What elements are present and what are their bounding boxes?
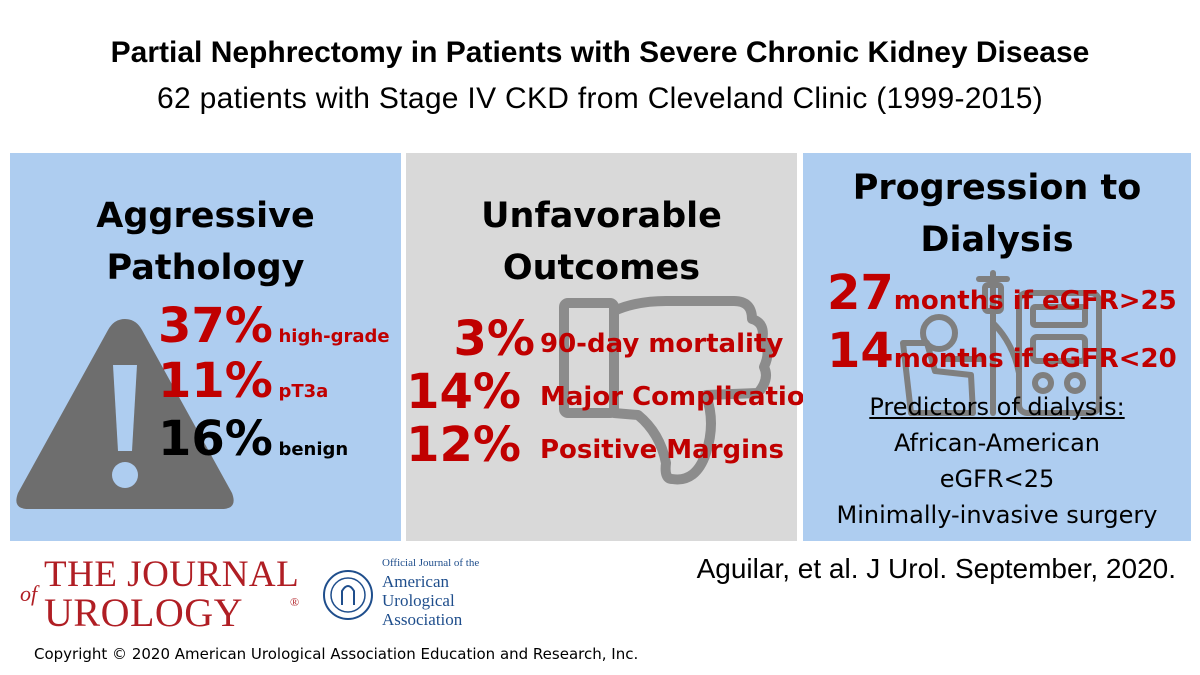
pathology-heading-line2: Pathology — [106, 248, 305, 288]
stat-value: 14 — [827, 323, 894, 379]
aua-logo: Official Journal of the American Urologi… — [322, 555, 492, 635]
stat-high-grade: 37% high-grade — [158, 298, 390, 354]
journal-logo-line1: THE JOURNAL — [44, 554, 300, 595]
warning-icon — [16, 319, 234, 509]
dialysis-heading-line1: Progression to — [852, 168, 1142, 208]
infographic-title: Partial Nephrectomy in Patients with Sev… — [110, 36, 1090, 69]
copyright-text: Copyright © 2020 American Urological Ass… — [34, 645, 639, 663]
stat-label: pT3a — [278, 381, 329, 402]
predictor-item: African-American — [893, 429, 1100, 457]
stat-pt3a: 11% pT3a — [158, 353, 328, 409]
journal-logo-reg: ® — [290, 595, 300, 609]
thumbs-down-icon — [559, 296, 773, 485]
stat-value: 37% — [158, 298, 273, 354]
stat-value: 11% — [158, 353, 273, 409]
dialysis-icon — [900, 270, 1102, 416]
journal-logo-of: of — [20, 581, 38, 606]
stat-mortality-label: 90-day mortality — [540, 329, 783, 359]
panel-aggressive-pathology: Aggressive Pathology 37% high-grade 11% … — [10, 153, 401, 541]
aua-line3: Association — [382, 610, 463, 629]
journal-logo-line2: UROLOGY — [44, 590, 244, 635]
stat-label: benign — [278, 439, 349, 460]
pathology-heading-line1: Aggressive — [96, 196, 315, 236]
stat-label: Major Complication — [540, 382, 824, 412]
stat-label: months if eGFR<20 — [893, 344, 1177, 374]
stat-margins-label: Positive Margins — [540, 435, 784, 465]
aua-official-text: Official Journal of the — [382, 557, 480, 569]
predictor-item: eGFR<25 — [939, 465, 1055, 493]
predictors-title: Predictors of dialysis: — [869, 393, 1125, 421]
stat-27-months: 27months if eGFR>25 — [827, 265, 1177, 321]
stat-label: Positive Margins — [540, 435, 785, 465]
dialysis-heading-line2: Dialysis — [920, 220, 1074, 260]
stat-complication-value: 14% — [406, 364, 521, 420]
stat-margins-value: 12% — [406, 417, 521, 473]
stat-mortality-value: 3% — [453, 311, 536, 367]
stat-value: 27 — [827, 265, 894, 321]
stat-benign: 16% benign — [158, 411, 348, 467]
stat-label: months if eGFR>25 — [893, 286, 1177, 316]
panel-progression-dialysis: Progression to Dialysis 27months if eGFR… — [803, 153, 1191, 541]
infographic-subtitle: 62 patients with Stage IV CKD from Cleve… — [157, 82, 1043, 115]
aua-line2: Urological — [382, 591, 455, 610]
stat-complication-label: Major Complication — [540, 382, 823, 412]
stat-label: 90-day mortality — [540, 329, 784, 359]
outcomes-heading-line1: Unfavorable — [481, 196, 722, 236]
predictor-item: Minimally-invasive surgery — [836, 501, 1158, 529]
aua-seal-icon — [323, 570, 373, 620]
outcomes-heading-line2: Outcomes — [502, 248, 701, 288]
stat-label: high-grade — [278, 326, 390, 347]
citation-text: Aguilar, et al. J Urol. September, 2020. — [696, 553, 1176, 584]
stat-14-months: 14months if eGFR<20 — [827, 323, 1177, 379]
aua-line1: American — [382, 572, 450, 591]
journal-of-urology-logo: of THE JOURNAL UROLOGY ® — [18, 553, 308, 635]
stat-value: 16% — [158, 411, 273, 467]
panel-unfavorable-outcomes: Unfavorable Outcomes 3% 90-day mortality… — [406, 153, 823, 541]
